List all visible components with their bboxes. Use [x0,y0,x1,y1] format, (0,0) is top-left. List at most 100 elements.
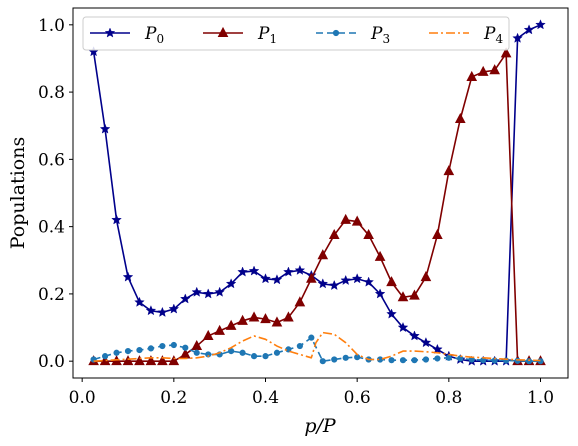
data-point-p3 [457,355,464,362]
data-point-p3 [331,356,338,363]
legend-marker [217,26,229,37]
data-point-p1 [202,329,214,340]
data-point-p0 [202,288,214,299]
data-point-p1 [466,70,478,81]
data-point-p0 [99,123,111,134]
data-point-p0 [351,273,363,284]
data-point-p0 [134,296,145,307]
data-point-p0 [512,32,523,43]
data-point-p3 [113,349,120,356]
data-point-p1 [248,311,260,322]
data-point-p0 [168,303,180,314]
x-axis-label: p/P [304,415,337,437]
data-point-p1 [409,289,420,300]
series-p4 [93,331,541,362]
data-point-p3 [445,354,452,361]
x-tick-label: 0.4 [252,388,279,408]
data-point-p1 [432,228,443,240]
data-point-p3 [170,341,177,349]
x-tick-label: 0.2 [160,388,187,408]
x-tick-label: 0.0 [69,388,96,408]
data-point-p0 [180,293,191,304]
data-point-p3 [411,357,418,364]
data-point-p1 [489,64,500,75]
data-point-p3 [147,345,155,352]
data-point-p0 [374,288,386,299]
data-point-p1 [294,296,306,307]
y-axis-label: Populations [7,137,29,249]
data-point-p0 [283,266,294,277]
data-point-p0 [420,337,432,348]
data-point-p1 [454,112,466,123]
data-point-p0 [409,330,420,341]
data-point-p3 [514,357,521,364]
y-tick-label: 0.2 [38,285,65,305]
data-point-p1 [225,319,237,330]
legend-marker [332,29,340,37]
data-point-p0 [328,279,340,290]
data-point-p1 [271,316,283,327]
data-point-p1 [168,355,180,366]
data-point-p3 [182,344,189,351]
data-point-p0 [157,306,168,317]
legend-marker [104,27,116,38]
data-point-p1 [477,65,489,76]
data-point-p0 [248,265,260,276]
data-point-p3 [273,349,281,356]
data-point-p0 [111,214,122,225]
data-point-p3 [239,349,246,356]
ticks-layer: 0.0 0.2 0.4 0.6 0.8 1.0 0.0 0.2 0.4 0.6 0.8 1.0 [38,16,554,408]
x-tick-label: 0.6 [344,388,371,408]
data-point-p3 [262,353,269,360]
data-point-p3 [193,349,200,356]
legend: P0 P1 P3 P4 [82,16,510,51]
data-point-p3 [319,358,326,365]
data-point-p0 [432,343,443,354]
data-point-p1 [317,249,329,260]
data-point-p3 [124,347,132,355]
y-tick-label: 0.0 [38,352,65,372]
data-point-p0 [363,276,374,287]
data-point-p0 [225,278,237,289]
series-line-p0 [92,24,541,362]
data-point-p3 [101,353,109,360]
data-point-p3 [136,346,143,354]
data-point-p0 [122,271,134,282]
data-point-p0 [145,305,157,316]
data-point-p0 [317,278,329,289]
data-point-p3 [250,353,258,360]
data-point-p0 [237,266,248,277]
series-layer [88,19,546,366]
series-line-p1 [93,52,541,362]
data-point-p1 [237,314,248,325]
data-point-p1 [145,355,157,366]
data-point-p0 [535,19,546,30]
data-point-p3 [205,351,212,358]
data-point-p1 [420,271,432,282]
data-point-p3 [354,354,361,361]
data-point-p0 [340,274,351,285]
data-point-p1 [340,213,352,224]
x-tick-label: 1.0 [527,388,554,408]
data-point-p0 [271,274,283,285]
data-point-p1 [351,215,363,226]
data-point-p3 [388,357,395,364]
data-point-p1 [191,339,203,351]
data-point-p3 [308,334,315,341]
data-point-p3 [159,342,166,350]
data-point-p1 [500,47,512,58]
data-point-p1 [397,291,409,302]
data-point-p0 [397,322,409,333]
data-point-p1 [134,355,145,366]
data-point-p0 [191,286,203,297]
series-line-p3 [93,336,541,362]
data-point-p1 [306,272,317,283]
data-point-p3 [296,342,303,350]
data-point-p3 [422,356,430,363]
series-p0 [88,19,546,366]
data-point-p3 [434,355,441,362]
legend-frame [82,16,510,51]
series-line-p4 [93,331,541,362]
